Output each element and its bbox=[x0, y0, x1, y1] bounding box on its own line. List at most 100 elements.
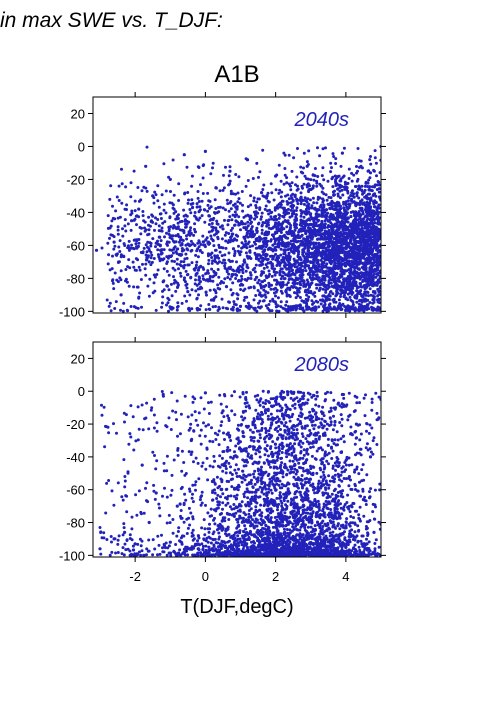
data-point bbox=[197, 266, 201, 270]
data-point bbox=[365, 229, 369, 233]
data-point bbox=[307, 202, 311, 206]
data-point bbox=[311, 196, 315, 200]
data-point bbox=[261, 262, 265, 266]
data-point bbox=[163, 235, 166, 239]
data-point bbox=[247, 286, 251, 290]
data-point bbox=[368, 176, 372, 180]
data-point bbox=[340, 291, 344, 295]
data-point bbox=[207, 242, 211, 246]
data-point bbox=[105, 298, 109, 302]
data-point bbox=[347, 196, 351, 200]
data-point bbox=[377, 180, 381, 184]
data-point bbox=[132, 265, 136, 269]
data-point bbox=[186, 415, 190, 419]
data-point bbox=[303, 290, 307, 294]
data-point bbox=[245, 305, 249, 309]
data-point bbox=[343, 250, 347, 254]
data-point bbox=[180, 469, 184, 473]
data-point bbox=[367, 248, 371, 252]
data-point bbox=[94, 248, 99, 252]
data-point bbox=[300, 264, 304, 268]
data-point bbox=[117, 199, 121, 202]
data-point bbox=[259, 503, 263, 507]
data-point bbox=[332, 232, 336, 236]
data-point bbox=[196, 241, 200, 245]
data-point bbox=[279, 242, 283, 245]
data-point bbox=[371, 276, 375, 280]
data-point bbox=[264, 295, 268, 299]
data-point bbox=[246, 179, 250, 182]
data-point bbox=[279, 203, 283, 207]
data-point bbox=[362, 241, 366, 245]
data-point bbox=[172, 275, 175, 279]
data-point bbox=[229, 207, 233, 211]
data-point bbox=[319, 235, 323, 239]
data-point bbox=[266, 191, 270, 195]
data-point bbox=[334, 300, 338, 304]
data-point bbox=[204, 291, 208, 294]
data-point bbox=[290, 181, 294, 185]
data-point bbox=[306, 248, 310, 252]
data-point bbox=[269, 211, 273, 215]
data-point bbox=[262, 299, 266, 303]
data-point bbox=[335, 290, 339, 294]
data-point bbox=[371, 270, 375, 274]
data-point bbox=[332, 155, 336, 158]
data-point bbox=[176, 304, 180, 308]
data-point bbox=[356, 233, 360, 237]
data-point bbox=[368, 199, 372, 203]
data-point bbox=[337, 250, 341, 254]
data-point bbox=[213, 289, 217, 293]
data-point bbox=[263, 238, 267, 242]
data-point bbox=[364, 293, 368, 297]
data-point bbox=[214, 186, 218, 190]
data-point bbox=[328, 231, 332, 234]
data-point bbox=[365, 222, 369, 226]
data-point bbox=[302, 215, 306, 219]
data-point bbox=[257, 305, 260, 309]
data-point bbox=[159, 217, 163, 220]
data-point bbox=[251, 244, 254, 248]
data-point bbox=[326, 202, 330, 206]
data-point bbox=[224, 208, 227, 212]
data-point bbox=[139, 278, 143, 281]
data-point bbox=[235, 273, 239, 277]
data-point bbox=[205, 293, 208, 297]
data-point bbox=[367, 178, 371, 182]
data-point bbox=[162, 257, 166, 261]
data-point bbox=[166, 301, 170, 305]
data-point bbox=[229, 189, 233, 193]
data-point bbox=[213, 198, 217, 202]
data-point bbox=[375, 207, 379, 211]
data-point bbox=[233, 390, 236, 394]
data-point bbox=[309, 260, 312, 264]
data-point bbox=[298, 280, 302, 284]
data-point bbox=[292, 285, 296, 289]
data-point bbox=[208, 277, 212, 281]
data-point bbox=[331, 152, 335, 156]
data-point bbox=[207, 258, 211, 262]
data-point bbox=[369, 256, 373, 260]
data-point bbox=[368, 279, 372, 283]
data-point bbox=[252, 196, 256, 200]
data-point bbox=[248, 250, 252, 254]
data-point bbox=[227, 518, 231, 521]
data-point bbox=[300, 432, 304, 436]
data-point bbox=[314, 221, 318, 225]
data-point bbox=[255, 309, 259, 313]
data-point bbox=[289, 208, 293, 212]
data-point bbox=[293, 194, 297, 198]
data-point bbox=[153, 228, 156, 232]
data-point bbox=[277, 245, 281, 249]
data-point bbox=[124, 185, 128, 189]
data-point bbox=[178, 228, 182, 232]
data-point bbox=[239, 250, 243, 254]
data-point bbox=[160, 251, 164, 255]
data-point bbox=[127, 258, 131, 262]
data-point bbox=[329, 170, 333, 174]
data-point bbox=[336, 267, 340, 271]
data-point bbox=[330, 235, 334, 239]
data-point bbox=[197, 200, 201, 203]
data-point bbox=[324, 193, 328, 197]
data-point bbox=[254, 206, 258, 210]
